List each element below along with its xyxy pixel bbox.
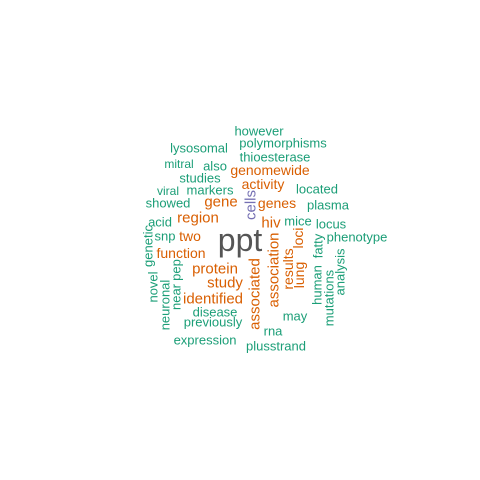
word-fatty: fatty bbox=[311, 233, 326, 258]
word-novel: novel bbox=[146, 271, 161, 302]
word-genomewide: genomewide bbox=[230, 162, 310, 178]
word-ppt: ppt bbox=[218, 222, 263, 258]
word-markers: markers bbox=[187, 183, 234, 198]
word-loci: loci bbox=[290, 227, 306, 248]
word-genes: genes bbox=[258, 195, 296, 211]
word-mice: mice bbox=[284, 214, 311, 229]
word-neuronal: neuronal bbox=[158, 280, 173, 331]
word-lung: lung bbox=[291, 262, 307, 288]
word-near: near bbox=[169, 283, 184, 310]
word-disease: disease bbox=[193, 305, 238, 320]
word-phenotype: phenotype bbox=[327, 230, 388, 245]
word-showed: showed bbox=[146, 196, 191, 211]
word-acid: acid bbox=[148, 215, 172, 230]
word-lysosomal: lysosomal bbox=[170, 141, 228, 156]
word-located: located bbox=[296, 182, 338, 197]
word-locus: locus bbox=[316, 217, 347, 232]
word-plasma: plasma bbox=[307, 198, 350, 213]
word-also: also bbox=[203, 159, 227, 174]
word-genetic: genetic bbox=[141, 225, 156, 267]
word-polymorphisms: polymorphisms bbox=[239, 136, 327, 151]
word-associated: associated bbox=[247, 258, 264, 330]
word-hiv: hiv bbox=[261, 215, 281, 232]
word-mitral: mitral bbox=[164, 157, 193, 171]
word-cells: cells bbox=[243, 190, 260, 220]
word-two: two bbox=[179, 228, 201, 244]
word-may: may bbox=[283, 309, 308, 324]
word-rna: rna bbox=[264, 324, 284, 339]
word-expression: expression bbox=[174, 333, 237, 348]
word-protein: protein bbox=[192, 261, 238, 278]
word-plusstrand: plusstrand bbox=[246, 339, 306, 354]
word-snp: snp bbox=[155, 229, 176, 244]
word-association: association bbox=[266, 232, 283, 307]
word-results: results bbox=[280, 248, 296, 289]
word-pep: pep bbox=[169, 259, 184, 281]
word-mutations: mutations bbox=[322, 269, 337, 326]
word-viral: viral bbox=[157, 184, 179, 198]
word-identified: identified bbox=[183, 291, 243, 308]
word-thioesterase: thioesterase bbox=[240, 150, 311, 165]
word-activity: activity bbox=[242, 176, 285, 192]
word-studies: studies bbox=[179, 171, 221, 186]
word-region: region bbox=[177, 210, 219, 227]
word-previously: previously bbox=[184, 315, 243, 330]
word-human: human bbox=[310, 265, 325, 305]
word-function: function bbox=[156, 245, 205, 261]
word-gene: gene bbox=[204, 194, 237, 211]
word-however: however bbox=[234, 124, 284, 139]
word-study: study bbox=[207, 275, 243, 292]
word-analysis: analysis bbox=[333, 248, 348, 295]
